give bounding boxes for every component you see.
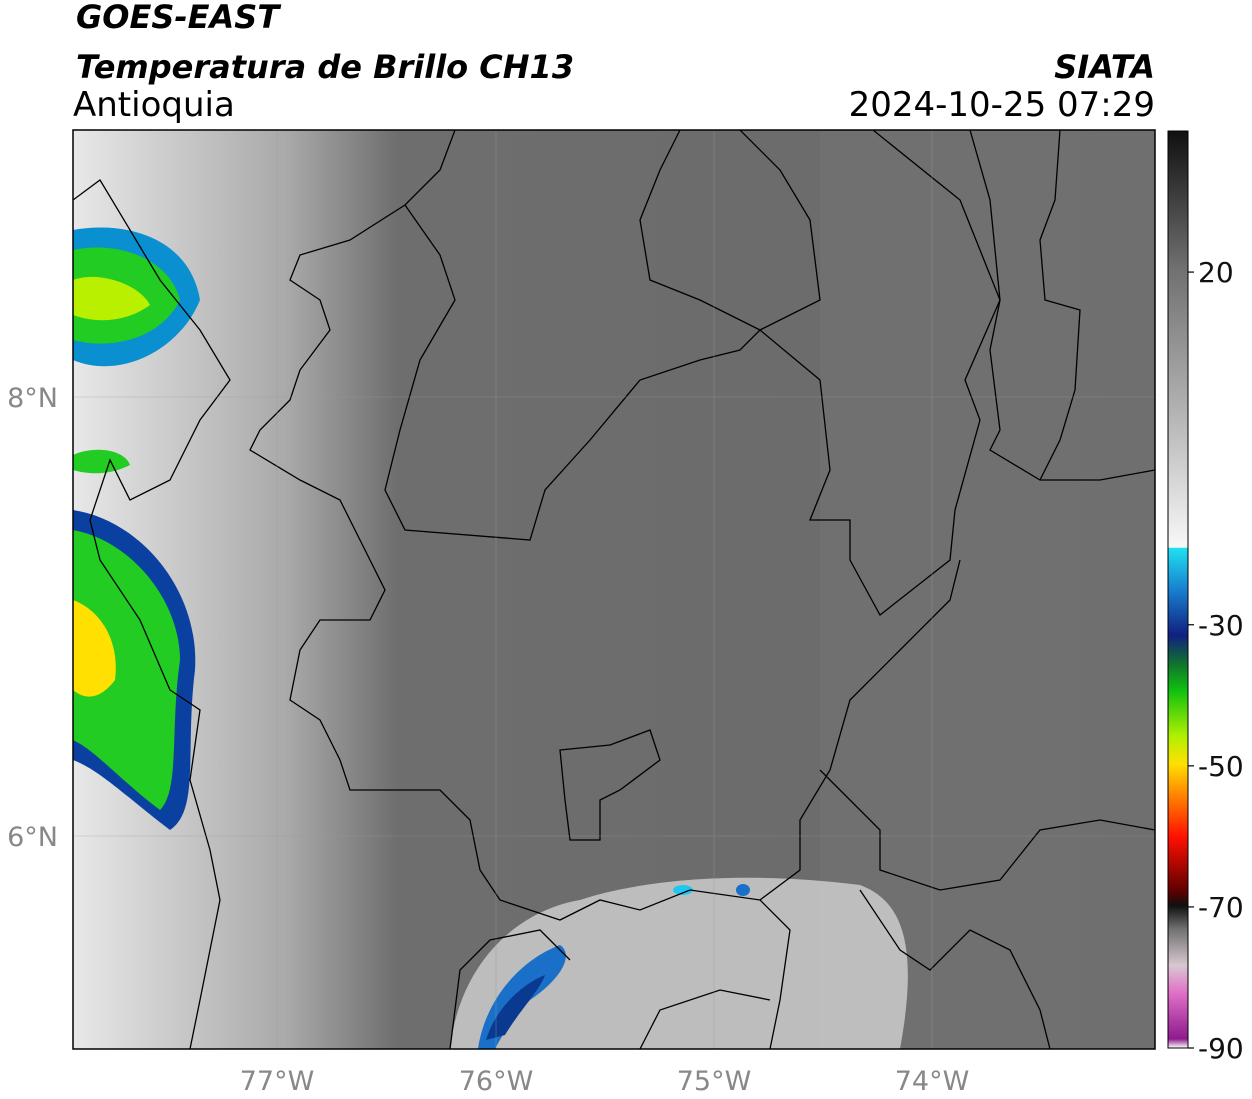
title: GOES-EAST: [76, 0, 281, 36]
map-frame: [72, 129, 1156, 1050]
colorbar: [1167, 130, 1189, 1049]
datetime: 2024-10-25 07:29: [849, 85, 1155, 125]
colorbar-tick-label: -70: [1198, 891, 1244, 924]
colorbar-ticks: 20 -30 -50 -70 -90: [1188, 256, 1244, 1065]
region: Antioquia: [73, 85, 235, 125]
geo-labels: 8°N 6°N 77°W 76°W 75°W 74°W: [7, 383, 969, 1097]
subtitle: Temperatura de Brillo CH13: [76, 48, 574, 86]
lat-label: 8°N: [7, 383, 58, 414]
lon-label: 76°W: [459, 1066, 534, 1097]
colorbar-tick-label: -90: [1198, 1032, 1244, 1065]
lon-label: 77°W: [240, 1066, 315, 1097]
lat-label: 6°N: [7, 822, 58, 853]
lon-label: 75°W: [677, 1066, 752, 1097]
colorbar-tick-label: -50: [1198, 750, 1244, 783]
source: SIATA: [1054, 48, 1155, 86]
colorbar-tick-label: -30: [1198, 609, 1244, 642]
colorbar-tick-label: 20: [1198, 256, 1234, 289]
map-image: [73, 130, 1155, 1049]
lon-label: 74°W: [895, 1066, 970, 1097]
